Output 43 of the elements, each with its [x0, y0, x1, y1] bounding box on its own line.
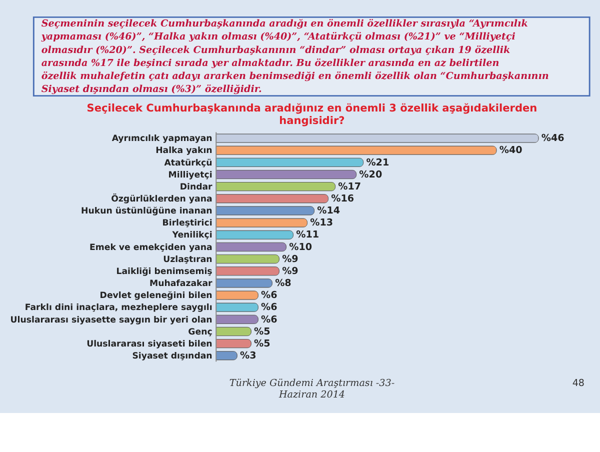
data-label: %20: [359, 169, 382, 180]
text: Seçilecek Cumhurbaşkanında aradığınız en önemli 3 özellik aşağıdakilerden: [86, 102, 538, 115]
data-label: %6: [261, 290, 278, 302]
y-tick-label: Siyaset dışından: [132, 352, 212, 362]
data-label: %6: [261, 314, 278, 326]
data-label: %17: [338, 181, 362, 192]
data-label: %8: [275, 278, 292, 290]
y-tick-label: Halka yakın: [156, 146, 212, 156]
y-tick-label: Uluslararası siyasette saygın bir yeri olan: [10, 315, 212, 326]
y-tick-label: Hukun üstünlüğüne inanan: [81, 206, 212, 217]
y-tick-label: Uzlaştıran: [163, 254, 212, 265]
text: hangisidir?: [279, 115, 345, 128]
y-tick-label: Milliyetçi: [168, 170, 212, 180]
data-label: %46: [541, 133, 565, 144]
y-tick-label: Farklı dini inaçlara, mezheplere saygılı: [24, 303, 212, 314]
data-label: %5: [254, 326, 270, 338]
y-tick-label: Dindar: [180, 182, 214, 192]
data-label: %10: [289, 242, 312, 253]
data-label: %6: [261, 302, 278, 314]
data-label: %5: [254, 338, 270, 350]
y-tick-label: Birleştirici: [162, 218, 212, 229]
y-tick-label: Emek ve emekçiden yana: [90, 242, 212, 253]
y-tick-label: Yenilikçi: [171, 230, 212, 241]
text: Türkiye Gündemi Araştırması -33- Haziran 2014: [229, 378, 395, 401]
data-label: %11: [296, 230, 320, 241]
data-label: %13: [310, 218, 334, 229]
y-tick-label: Muhafazakar: [150, 279, 214, 290]
y-tick-label: Ayrımcılık yapmayan: [112, 134, 212, 144]
data-label: %40: [499, 145, 523, 156]
data-label: %3: [240, 350, 256, 362]
data-label: %14: [317, 206, 340, 217]
data-label: %16: [331, 194, 354, 205]
y-tick-label: Uluslararası siyaseti bilen: [86, 339, 212, 350]
data-label: %9: [282, 254, 299, 265]
text: 48: [572, 378, 585, 390]
y-tick-label: Devlet geleneğini bilen: [100, 291, 212, 302]
data-label: %21: [366, 157, 390, 168]
text: Seçmeninin seçilecek Cumhurbaşkanında aradığı en önemli özellikler sırasıyla “Ayrımcılık yapmaması (%46)”, “Halka yakın olması (%40)”, “Atatürkçü olması (%21)” ve “Milliyetçi olmasıdır (%20)”. Seçilecek Cumhurbaşkanının “dindar” olması ortaya çıkan 19 özellik arasında %17 ile beşinci sırada yer almaktadır. Bu özellikler arasında en az belirtilen özellik muhalefetin çatı adayı ararken benimsediği en önemli özellik olan “Cumhurbaşkanının Siyaset dışından olması (%3)” özelliğidir.: [40, 18, 549, 96]
y-tick-label: Laikliği benimsemiş: [116, 266, 212, 277]
data-label: %9: [282, 266, 299, 277]
y-tick-label: Genç: [188, 327, 212, 338]
y-tick-label: Atatürkçü: [164, 158, 212, 168]
y-tick-label: Özgürlüklerden yana: [111, 194, 212, 205]
